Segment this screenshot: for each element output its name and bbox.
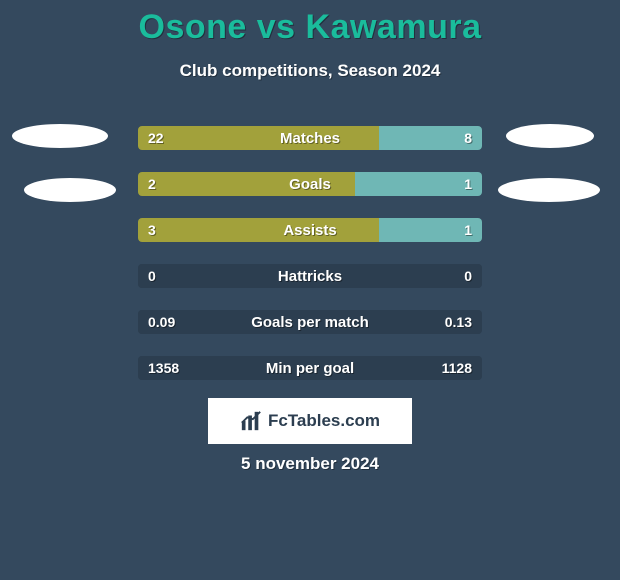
brand-bars-icon [240,410,262,432]
stat-fill-right [310,356,482,380]
image-placeholder [24,178,116,202]
date-text: 5 november 2024 [0,454,620,474]
stat-fill-right [310,264,482,288]
stat-row: 228Matches [138,126,482,150]
stat-fill-right [379,218,482,242]
stat-fill-left [138,264,310,288]
stat-fill-right [355,172,482,196]
page-subtitle: Club competitions, Season 2024 [0,61,620,81]
stat-fill-right [310,310,482,334]
brand-text: FcTables.com [268,411,380,431]
stat-fill-left [138,172,355,196]
stat-row: 00Hattricks [138,264,482,288]
stat-row: 31Assists [138,218,482,242]
stat-fill-left [138,356,310,380]
image-placeholder [498,178,600,202]
stat-row: 21Goals [138,172,482,196]
comparison-infographic: Osone vs Kawamura Club competitions, Sea… [0,0,620,580]
image-placeholder [12,124,108,148]
stat-fill-left [138,310,310,334]
stat-row: 13581128Min per goal [138,356,482,380]
brand-box: FcTables.com [208,398,412,444]
page-title: Osone vs Kawamura [0,0,620,47]
stat-row: 0.090.13Goals per match [138,310,482,334]
stat-fill-right [379,126,482,150]
stat-fill-left [138,126,379,150]
image-placeholder [506,124,594,148]
stat-rows: 228Matches 21Goals 31Assists 00Hattricks 0.0… [138,126,482,402]
stat-fill-left [138,218,379,242]
